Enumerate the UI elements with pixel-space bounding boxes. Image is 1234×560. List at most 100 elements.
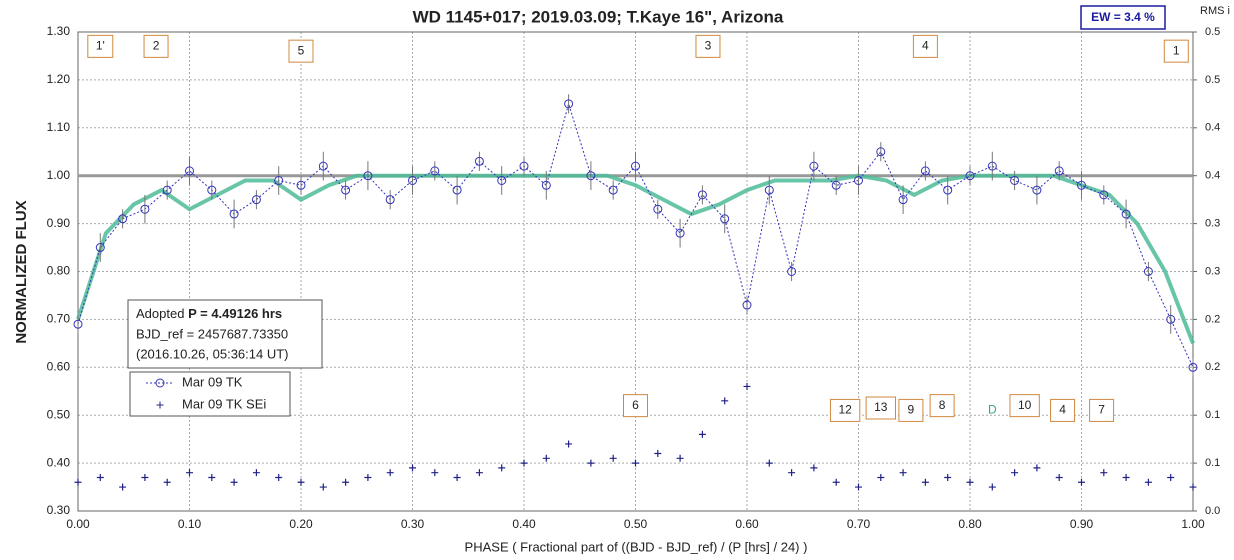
data-point <box>1077 180 1086 190</box>
annotation: 4 <box>922 39 929 53</box>
info-frame <box>127 299 323 369</box>
data-point <box>1078 478 1085 486</box>
annotation: 12 <box>838 403 852 417</box>
data-point <box>742 300 752 310</box>
data-point <box>163 478 171 486</box>
data-point <box>810 464 818 472</box>
data-point <box>653 204 663 214</box>
data-point <box>342 478 350 486</box>
data-point <box>1188 362 1198 372</box>
data-point <box>74 478 82 486</box>
x-tick-label: 0.20 <box>289 517 313 531</box>
x-tick-label: 0.30 <box>401 517 425 531</box>
annotation-box <box>1089 398 1115 422</box>
y-axis-title: NORMALIZED FLUX <box>13 200 30 343</box>
data-point <box>519 161 529 171</box>
x-tick-label: 0.50 <box>624 517 648 531</box>
data-point <box>988 483 996 491</box>
data-point <box>1121 209 1131 219</box>
data-point <box>1032 185 1042 195</box>
data-point <box>1143 267 1153 276</box>
data-point <box>474 156 484 166</box>
y2-tick-label: 0.1 <box>1205 457 1220 469</box>
y-tick-label: 1.20 <box>47 72 71 86</box>
y2-tick-label: 0.4 <box>1205 170 1220 182</box>
annotation-box <box>829 398 861 422</box>
data-point <box>208 473 216 481</box>
y2-tick-label: 0.2 <box>1205 361 1220 373</box>
data-point <box>720 214 730 224</box>
data-point <box>854 175 863 185</box>
y2-tick-label: 0.1 <box>1205 409 1220 421</box>
legend-label: Mar 09 TK SEi <box>182 396 266 411</box>
y-tick-label: 1.30 <box>47 24 71 38</box>
data-point <box>542 454 550 462</box>
legend-marker <box>155 378 165 388</box>
annotation: 6 <box>632 398 639 412</box>
data-point <box>586 171 596 181</box>
info-line: Adopted P = 4.49126 hrs <box>136 306 282 321</box>
data-point <box>296 180 306 190</box>
data-point <box>676 454 684 462</box>
data-point <box>229 209 239 219</box>
data-point <box>186 469 193 477</box>
annotation: 7 <box>1098 403 1105 417</box>
data-point <box>787 267 797 276</box>
data-point <box>876 147 886 157</box>
ew-label: EW = 3.4 % <box>1091 10 1155 24</box>
data-point <box>565 440 573 448</box>
data-point <box>409 464 416 472</box>
annotation: 10 <box>1018 398 1032 412</box>
data-point <box>899 469 907 477</box>
data-point <box>764 185 774 195</box>
data-point <box>230 478 238 486</box>
data-point <box>430 166 440 176</box>
x-tick-label: 0.10 <box>178 517 202 531</box>
data-point <box>877 473 885 481</box>
data-point <box>207 185 217 195</box>
data-point <box>497 175 507 185</box>
y2-tick-label: 0.5 <box>1205 74 1220 86</box>
y-tick-label: 0.30 <box>47 503 71 517</box>
data-point <box>943 185 953 195</box>
info-box: Adopted P = 4.49126 hrs BJD_ref = 245768… <box>127 299 323 369</box>
data-point <box>363 171 373 181</box>
data-point <box>832 478 840 486</box>
info-period: P = 4.49126 hrs <box>188 306 282 321</box>
annotation-box <box>288 39 314 63</box>
x-tick-label: 0.90 <box>1070 517 1094 531</box>
data-point <box>987 161 997 171</box>
info-bjd: BJD_ref = 2457687.73350 <box>136 326 288 341</box>
data-point <box>1167 473 1175 481</box>
y2-tick-label: 0.2 <box>1205 313 1220 325</box>
data-point <box>788 469 796 477</box>
data-point <box>675 228 685 238</box>
x-tick-label: 0.40 <box>512 517 536 531</box>
data-point <box>541 180 551 190</box>
y2-tick-label: 0.4 <box>1205 122 1220 134</box>
data-point <box>319 483 327 491</box>
data-point <box>1122 473 1130 481</box>
x-tick-label: 0.80 <box>958 517 982 531</box>
ew-box <box>1080 5 1166 30</box>
series <box>73 94 1198 377</box>
data-point <box>921 478 929 486</box>
data-point <box>920 166 930 176</box>
annotation: D <box>988 403 997 417</box>
y2-tick-label: 0.5 <box>1205 26 1220 38</box>
data-point <box>721 397 729 405</box>
data-point <box>1055 473 1063 481</box>
x-tick-label: 1.00 <box>1181 517 1205 531</box>
y2-tick-label: 0.3 <box>1205 265 1220 277</box>
data-point <box>386 469 394 477</box>
series <box>74 382 1197 491</box>
chart-title: WD 1145+017; 2019.03.09; T.Kaye 16", Ari… <box>413 7 784 26</box>
data-point <box>251 195 261 205</box>
data-point <box>185 166 194 176</box>
info-date: (2016.10.26, 05:36:14 UT) <box>136 346 289 361</box>
data-point <box>944 473 952 481</box>
data-point <box>632 459 639 467</box>
data-point <box>498 464 506 472</box>
data-point <box>965 171 975 181</box>
